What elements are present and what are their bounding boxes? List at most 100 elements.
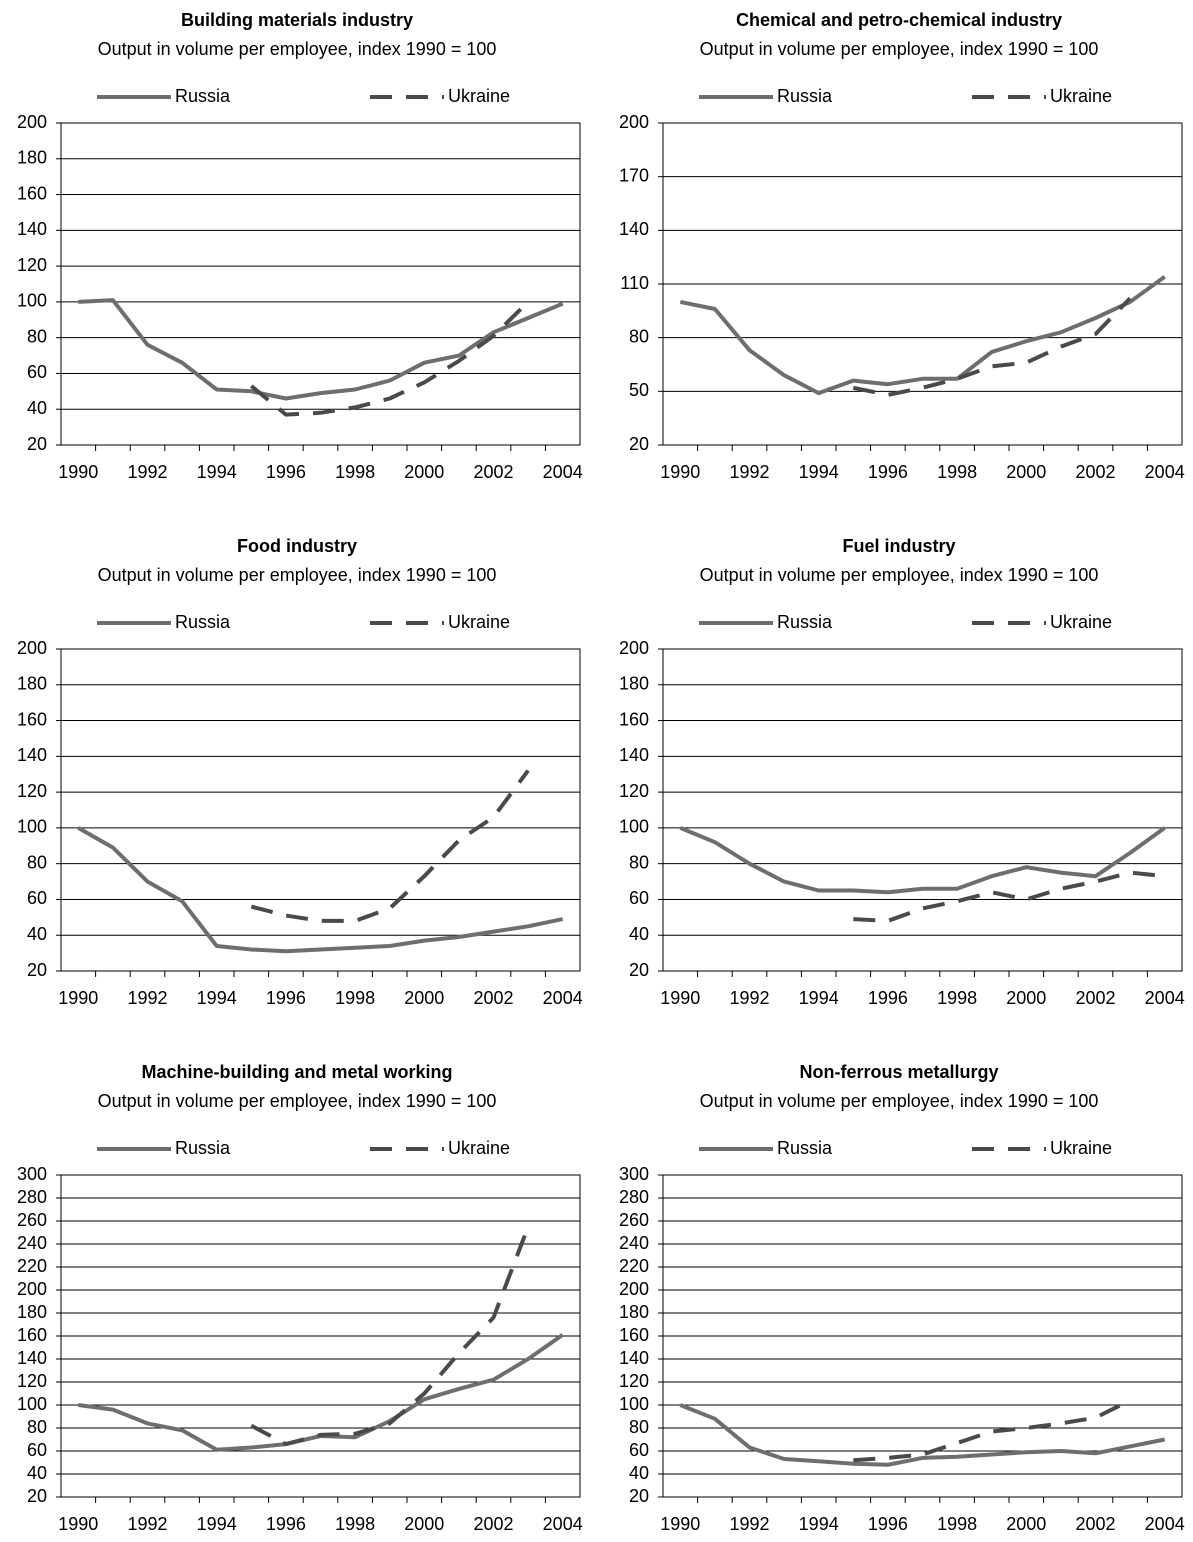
y-tick-label: 300 — [619, 1164, 649, 1184]
x-tick-label: 1996 — [868, 988, 908, 1008]
series-line — [853, 870, 1165, 923]
x-tick-label: 1992 — [127, 1514, 167, 1534]
x-tick-label: 1992 — [729, 462, 769, 482]
legend-label: Ukraine — [1050, 1138, 1112, 1158]
chart-title: Chemical and petro-chemical industry — [736, 10, 1062, 30]
x-tick-label: 1990 — [58, 988, 98, 1008]
x-tick-label: 1992 — [729, 988, 769, 1008]
x-tick-label: 1992 — [127, 988, 167, 1008]
y-tick-label: 140 — [619, 219, 649, 239]
plot-frame — [662, 1174, 1183, 1498]
y-tick-label: 140 — [17, 219, 47, 239]
chart-title: Machine-building and metal working — [141, 1062, 452, 1082]
series-line — [679, 275, 1166, 396]
y-tick-label: 160 — [17, 1325, 47, 1345]
y-tick-label: 140 — [619, 745, 649, 765]
x-tick-label: 1992 — [729, 1514, 769, 1534]
x-tick-label: 1998 — [937, 462, 977, 482]
y-tick-label: 260 — [17, 1210, 47, 1230]
y-tick-label: 200 — [17, 112, 47, 132]
y-tick-label: 20 — [27, 960, 47, 980]
y-tick-label: 180 — [17, 1302, 47, 1322]
y-tick-label: 220 — [17, 1256, 47, 1276]
y-tick-label: 60 — [629, 888, 649, 908]
y-tick-label: 170 — [619, 165, 649, 185]
x-tick-label: 2004 — [1145, 1514, 1185, 1534]
x-tick-label: 1996 — [266, 988, 306, 1008]
y-tick-label: 20 — [27, 434, 47, 454]
x-tick-label: 2004 — [543, 1514, 583, 1534]
legend-label: Russia — [175, 612, 231, 632]
x-tick-label: 1992 — [127, 462, 167, 482]
y-tick-label: 100 — [17, 817, 47, 837]
chart-subtitle: Output in volume per employee, index 199… — [98, 1091, 497, 1111]
y-tick-label: 100 — [619, 817, 649, 837]
y-tick-label: 100 — [17, 1394, 47, 1414]
series-line — [78, 298, 564, 401]
x-tick-label: 2004 — [1145, 462, 1185, 482]
y-tick-label: 80 — [27, 1417, 47, 1437]
x-tick-label: 1990 — [660, 462, 700, 482]
legend-label: Ukraine — [448, 1138, 510, 1158]
x-tick-label: 1994 — [197, 1514, 237, 1534]
x-tick-label: 2004 — [543, 462, 583, 482]
x-tick-label: 1994 — [799, 988, 839, 1008]
y-tick-label: 200 — [619, 112, 649, 132]
y-tick-label: 140 — [17, 745, 47, 765]
y-tick-label: 120 — [619, 1371, 649, 1391]
series-line — [78, 1333, 564, 1452]
y-tick-label: 240 — [619, 1233, 649, 1253]
legend-label: Russia — [175, 86, 231, 106]
x-tick-label: 1998 — [335, 988, 375, 1008]
x-tick-label: 1994 — [197, 988, 237, 1008]
x-tick-label: 1998 — [335, 462, 375, 482]
y-tick-label: 20 — [629, 1486, 649, 1506]
x-tick-label: 1996 — [266, 1514, 306, 1534]
y-tick-label: 200 — [17, 1279, 47, 1299]
y-tick-label: 40 — [27, 924, 47, 944]
x-tick-label: 1994 — [799, 1514, 839, 1534]
chart-title: Building materials industry — [181, 10, 413, 30]
y-tick-label: 140 — [619, 1348, 649, 1368]
x-tick-label: 2000 — [1006, 988, 1046, 1008]
y-tick-label: 120 — [17, 1371, 47, 1391]
x-tick-label: 2002 — [1075, 988, 1115, 1008]
y-tick-label: 80 — [27, 852, 47, 872]
x-tick-label: 1990 — [58, 1514, 98, 1534]
chart-title: Fuel industry — [842, 536, 955, 556]
y-tick-label: 180 — [619, 674, 649, 694]
y-tick-label: 120 — [619, 781, 649, 801]
x-tick-label: 2000 — [404, 1514, 444, 1534]
y-tick-label: 100 — [17, 291, 47, 311]
series-line — [250, 300, 530, 417]
y-tick-label: 300 — [17, 1164, 47, 1184]
y-tick-label: 280 — [619, 1187, 649, 1207]
plot-frame — [60, 1174, 581, 1498]
x-tick-label: 1996 — [868, 1514, 908, 1534]
series-line — [679, 826, 1166, 895]
x-tick-label: 2000 — [1006, 462, 1046, 482]
chart-subtitle: Output in volume per employee, index 199… — [98, 565, 497, 585]
y-tick-label: 140 — [17, 1348, 47, 1368]
y-tick-label: 120 — [17, 255, 47, 275]
y-tick-label: 40 — [27, 398, 47, 418]
y-tick-label: 50 — [629, 380, 649, 400]
chart-title: Food industry — [237, 536, 357, 556]
y-tick-label: 280 — [17, 1187, 47, 1207]
y-tick-label: 80 — [27, 326, 47, 346]
y-tick-label: 200 — [619, 638, 649, 658]
y-tick-label: 40 — [629, 1463, 649, 1483]
series-line — [853, 1398, 1131, 1463]
y-tick-label: 60 — [27, 362, 47, 382]
x-tick-label: 2000 — [404, 462, 444, 482]
y-tick-label: 120 — [17, 781, 47, 801]
x-tick-label: 2002 — [473, 462, 513, 482]
x-tick-label: 2002 — [473, 988, 513, 1008]
y-tick-label: 60 — [27, 888, 47, 908]
chart-title: Non-ferrous metallurgy — [799, 1062, 998, 1082]
y-tick-label: 20 — [629, 960, 649, 980]
x-tick-label: 2002 — [473, 1514, 513, 1534]
x-tick-label: 1990 — [660, 1514, 700, 1534]
